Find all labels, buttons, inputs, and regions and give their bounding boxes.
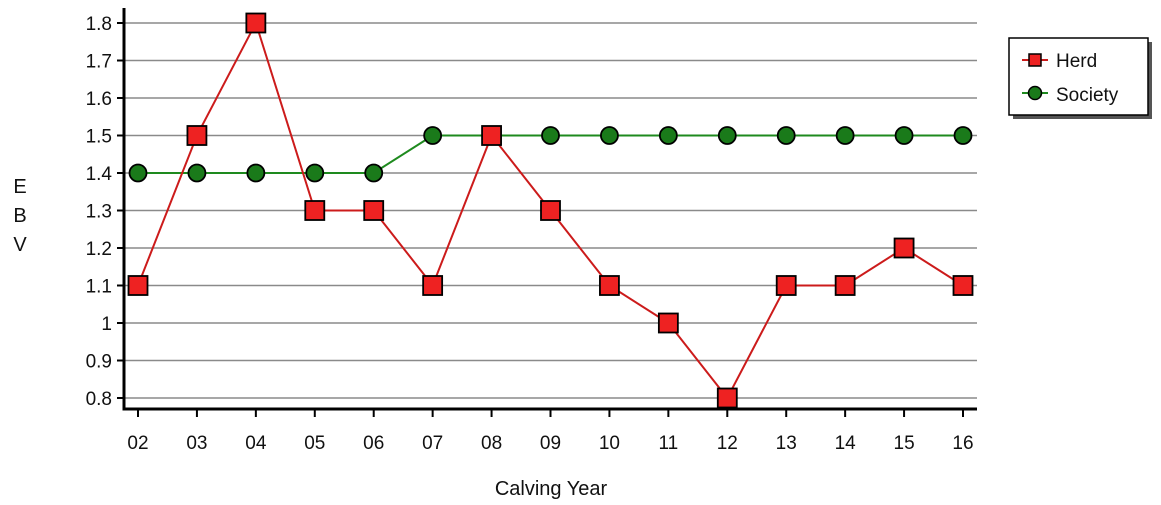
x-tick-label: 10 [599,433,620,454]
point-society [717,126,737,145]
point-society [658,126,678,145]
point-society [128,163,148,183]
legend-society-marker [1027,85,1043,101]
point-society [541,126,560,145]
point-herd [481,125,502,146]
y-axis-title: E B V [13,176,27,256]
y-tick-label: 1.3 [86,202,112,223]
point-herd [363,200,385,221]
point-society [776,126,796,145]
legend-herd-marker [1028,53,1042,67]
x-tick-label: 06 [363,433,384,454]
series-markers [127,12,974,409]
point-herd [834,275,856,296]
point-herd [599,275,620,296]
y-axis-title-letter-3: V [13,234,27,256]
point-society [894,126,914,145]
point-herd [186,125,208,146]
legend-box [1008,37,1149,116]
point-society [187,163,207,183]
point-herd [952,275,974,296]
x-tick-label: 12 [717,433,738,454]
x-tick-label: 05 [304,433,325,454]
point-society [600,126,619,145]
y-tick-label: 0.8 [86,389,112,410]
point-society [835,126,855,145]
x-tick-label: 04 [245,433,267,454]
point-society [305,163,325,183]
x-tick-label: 16 [952,433,973,454]
point-herd [304,200,326,221]
x-tick-label: 13 [776,433,797,454]
y-tick-label: 1.6 [86,89,112,110]
x-tick-label: 08 [481,433,502,454]
y-tick-label: 1.5 [86,127,112,148]
legend-item-herd: Herd [1022,51,1097,72]
y-tick-label: 1.1 [86,277,112,298]
point-herd [540,200,561,221]
point-herd [716,387,738,409]
point-society [246,163,266,183]
x-tick-label: 15 [894,433,915,454]
x-tick-label: 03 [186,433,207,454]
legend: Herd Society [1008,37,1152,119]
x-tick-label: 11 [658,433,678,454]
point-society [953,126,973,145]
point-herd [127,275,149,296]
y-axis-title-letter-1: E [13,176,26,198]
y-tick-label: 1.7 [86,52,112,73]
y-axis-title-letter-2: B [13,205,26,227]
legend-society-label: Society [1056,85,1119,106]
point-herd [657,312,679,334]
point-herd [245,12,267,34]
y-tick-label: 0.9 [86,352,112,373]
point-society [423,126,443,145]
y-tick-label: 1.4 [86,164,113,185]
legend-item-society: Society [1022,85,1119,106]
y-tick-label: 1 [101,314,112,335]
point-herd [422,275,444,296]
x-tick-label: 09 [540,433,561,454]
y-tick-label: 1.2 [86,239,112,260]
x-axis-title: Calving Year [495,478,608,500]
point-herd [775,275,797,296]
x-tick-label: 07 [422,433,443,454]
x-tick-label: 02 [127,433,148,454]
point-herd [893,237,915,259]
point-society [364,163,384,183]
y-axis-ticks: 0.8 0.9 1 1.1 1.2 1.3 1.4 1.5 1.6 1.7 1.8 [86,14,124,410]
x-tick-label: 14 [835,433,857,454]
legend-herd-label: Herd [1056,51,1097,72]
y-tick-label: 1.8 [86,14,112,35]
x-axis-ticks: 02 03 04 05 06 07 08 09 10 11 12 13 14 15 16 [127,409,974,454]
